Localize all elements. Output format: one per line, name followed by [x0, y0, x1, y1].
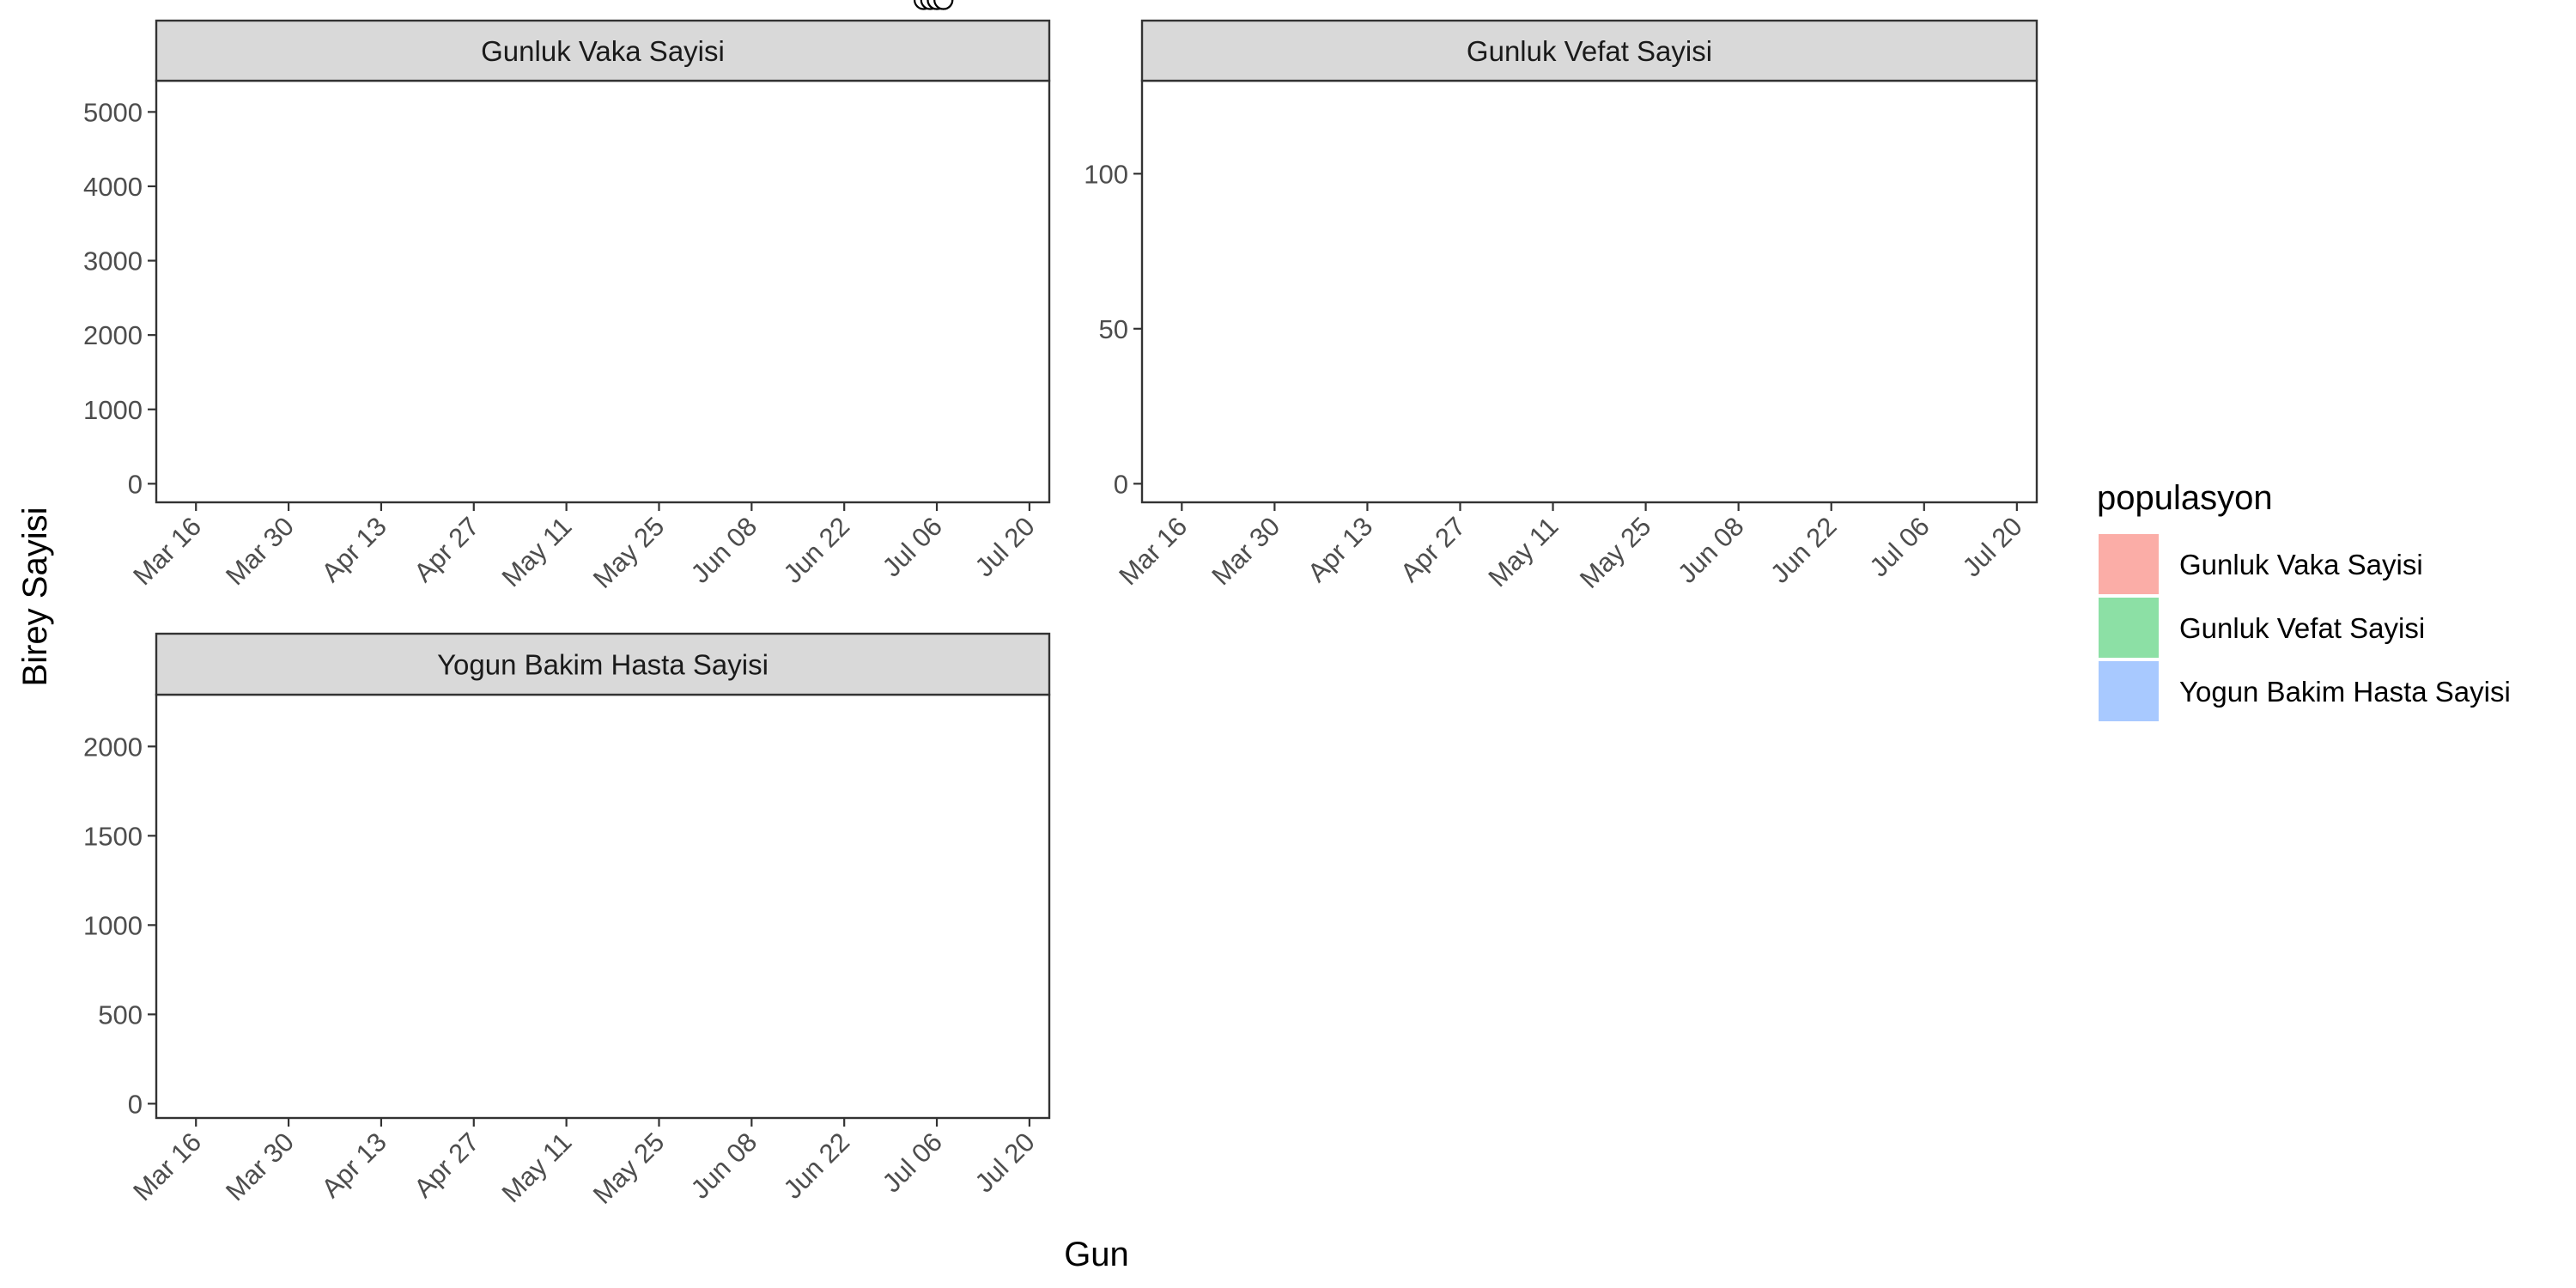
- y-tick-label: 50: [1099, 314, 1128, 344]
- x-tick-label: Jul 20: [969, 1127, 1041, 1198]
- y-tick-label: 0: [1114, 469, 1128, 499]
- x-tick-label: Jun 08: [1672, 511, 1750, 589]
- x-tick-label: Mar 16: [127, 1127, 207, 1206]
- x-tick-label: Apr 27: [408, 511, 484, 587]
- y-tick-label: 5000: [83, 97, 143, 127]
- panel-cases: Gunluk Vaka Sayisi 0 1000 2000 3000 4000 5000 M…: [83, 0, 1051, 594]
- legend-label-cases: Gunluk Vaka Sayisi: [2179, 549, 2423, 580]
- y-tick-label: 4000: [83, 172, 143, 202]
- y-tick-label: 2000: [83, 732, 143, 762]
- x-tick-label: Jun 22: [1765, 511, 1843, 589]
- x-tick-label: Mar 16: [127, 511, 207, 591]
- x-tick-label: May 11: [1482, 511, 1564, 592]
- y-tick-label: 1000: [83, 395, 143, 425]
- x-tick-label: May 25: [1574, 511, 1657, 594]
- x-tick-label: Jun 22: [778, 1127, 856, 1205]
- legend-key-deaths: [2099, 598, 2159, 658]
- facet-panels: Gunluk Vaka Sayisi010002000300040005000M…: [83, 0, 2038, 1210]
- panel-border: [1140, 79, 2038, 504]
- panel-border: [155, 693, 1051, 1120]
- x-tick-label: May 25: [587, 511, 671, 594]
- legend-title: populasyon: [2097, 479, 2273, 517]
- x-tick-label: Apr 13: [316, 511, 392, 587]
- x-tick-label: Jul 06: [1863, 511, 1935, 582]
- legend: populasyon Gunluk Vaka Sayisi Gunluk Vef…: [2097, 479, 2511, 721]
- x-tick-label: Apr 13: [1302, 511, 1378, 587]
- x-tick-label: Jun 08: [685, 1127, 763, 1205]
- x-tick-label: Mar 30: [1206, 511, 1285, 591]
- y-tick-label: 0: [128, 1089, 143, 1119]
- strip-icu: [155, 632, 1051, 696]
- x-tick-label: May 25: [587, 1127, 671, 1210]
- x-tick-label: Jun 22: [778, 511, 856, 589]
- y-tick-label: 0: [128, 469, 143, 499]
- panel-border: [155, 79, 1051, 504]
- y-tick-label: 500: [98, 999, 143, 1030]
- x-tick-label: Jun 08: [685, 511, 763, 589]
- y-tick-label: 3000: [83, 246, 143, 276]
- x-tick-label: Mar 16: [1113, 511, 1193, 591]
- strip-cases: [155, 19, 1051, 82]
- x-tick-label: Apr 27: [408, 1127, 484, 1203]
- x-tick-label: Jul 20: [969, 511, 1041, 582]
- x-tick-label: Mar 30: [220, 1127, 300, 1206]
- legend-key-icu: [2099, 661, 2159, 721]
- y-tick-label: 2000: [83, 320, 143, 350]
- x-tick-label: Apr 27: [1394, 511, 1471, 587]
- x-tick-label: Mar 30: [220, 511, 300, 591]
- x-tick-label: May 11: [496, 1127, 578, 1208]
- x-tick-label: Apr 13: [316, 1127, 392, 1203]
- y-tick-label: 1500: [83, 821, 143, 851]
- x-axis-title: Gun: [1064, 1236, 1129, 1273]
- strip-title-cases: Gunluk Vaka Sayisi: [481, 35, 725, 67]
- strip-title-deaths: Gunluk Vefat Sayisi: [1467, 35, 1712, 67]
- x-tick-label: May 11: [496, 511, 578, 592]
- panel-icu: Yogun Bakim Hasta Sayisi 0 500 1000 1500 2000…: [83, 0, 1051, 1210]
- x-tick-label: Jul 20: [1957, 511, 2028, 582]
- x-tick-label: Jul 06: [877, 1127, 948, 1198]
- y-tick-label: 1000: [83, 910, 143, 940]
- legend-label-icu: Yogun Bakim Hasta Sayisi: [2179, 676, 2511, 708]
- strip-deaths: [1140, 19, 2038, 82]
- y-tick-label: 100: [1084, 159, 1128, 189]
- data-point: [933, 0, 954, 10]
- legend-label-deaths: Gunluk Vefat Sayisi: [2179, 612, 2425, 644]
- legend-key-cases: [2099, 534, 2159, 594]
- y-axis-title: Birey Sayisi: [16, 507, 54, 687]
- x-tick-label: Jul 06: [877, 511, 948, 582]
- strip-title-icu: Yogun Bakim Hasta Sayisi: [437, 649, 769, 681]
